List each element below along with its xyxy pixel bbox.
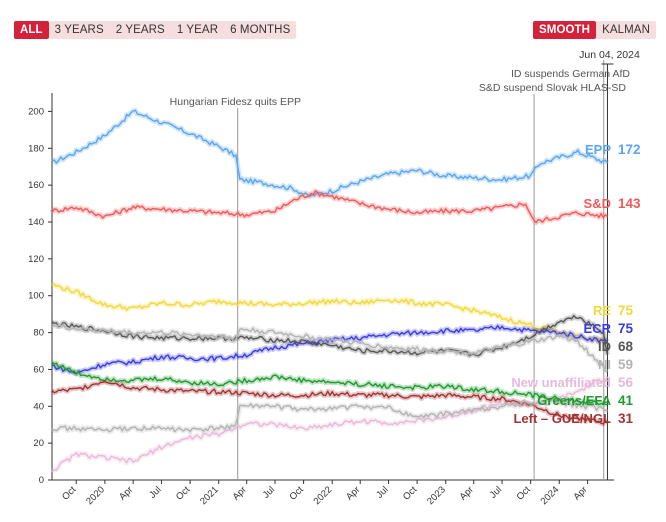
series-line-9 [51, 399, 608, 433]
range-button-3-years[interactable]: 3 YEARS [48, 21, 110, 39]
y-tick-label: 60 [33, 364, 44, 375]
range-button-1-year[interactable]: 1 YEAR [170, 21, 225, 39]
mode-selector: SMOOTH KALMAN [533, 21, 656, 39]
series-label: New unaffiliated [511, 375, 611, 390]
x-tick-label: 2024 [539, 484, 562, 507]
x-tick-label: Jul [488, 484, 504, 500]
series-label: Greens/EFA [537, 393, 611, 408]
x-tick-label: Oct [401, 484, 419, 502]
series-label: ID [598, 339, 611, 354]
annotation-hlas: S&D suspend Slovak HLAS-SD [479, 82, 626, 94]
series-line-2 [51, 283, 608, 344]
x-tick-label: Apr [231, 484, 249, 502]
series-line-0 [51, 109, 609, 197]
x-tick-label: 2020 [84, 484, 107, 507]
annotation-afd: ID suspends German AfD [511, 68, 630, 80]
x-tick-label: Oct [174, 484, 192, 502]
series-end-labels: EPP 172 S&D 143 RE 75 ECR 75 ID 68 NI 59 New unaffil… [511, 142, 641, 426]
annotation-fidesz: Hungarian Fidesz quits EPP [170, 96, 301, 108]
y-tick-label: 120 [28, 254, 44, 265]
range-selector: ALL 3 YEARS 2 YEARS 1 YEAR 6 MONTHS [14, 21, 297, 39]
mode-button-kalman[interactable]: KALMAN [596, 21, 656, 39]
y-tick-label: 200 [28, 106, 44, 117]
x-tick-label: Oct [515, 484, 533, 502]
series-value: 75 [618, 303, 634, 318]
y-tick-label: 140 [28, 217, 44, 228]
y-tick-label: 0 [39, 475, 44, 486]
mode-button-smooth[interactable]: SMOOTH [533, 21, 597, 39]
series-value: 59 [618, 357, 633, 372]
y-tick-label: 180 [28, 143, 44, 154]
series-line-4 [51, 314, 609, 357]
series-label: ECR [584, 321, 612, 336]
series-line-7 [51, 361, 608, 406]
series-line-8 [51, 380, 608, 425]
series-label: S&D [584, 196, 611, 211]
range-button-6-months[interactable]: 6 MONTHS [224, 21, 297, 39]
x-tick-label: Jul [374, 484, 390, 500]
series-value: 31 [618, 411, 634, 426]
series-line-1 [51, 190, 608, 224]
series-line-5 [51, 324, 608, 372]
y-tick-label: 40 [33, 401, 44, 412]
series-label: Left – GUE/NGL [513, 411, 611, 426]
x-tick-label: Apr [458, 484, 476, 502]
range-button-2-years[interactable]: 2 YEARS [109, 21, 171, 39]
series-value: 56 [618, 375, 634, 390]
y-tick-label: 20 [33, 438, 44, 449]
series-band-0 [50, 107, 610, 199]
series-label: EPP [585, 142, 611, 157]
x-tick-label: 2023 [425, 484, 448, 507]
x-tick-label: 2021 [198, 484, 221, 507]
series-line-6 [51, 376, 609, 473]
series-value: 172 [618, 142, 641, 157]
series-value: 68 [618, 339, 634, 354]
current-date-label: Jun 04, 2024 [579, 49, 640, 61]
series-value: 41 [618, 393, 634, 408]
y-tick-label: 80 [33, 328, 44, 339]
range-button-all[interactable]: ALL [14, 21, 49, 39]
x-tick-label: Apr [571, 484, 589, 502]
series-label: RE [593, 303, 611, 318]
series-label: NI [598, 357, 611, 372]
series-value: 143 [618, 196, 641, 211]
x-tick-label: Jul [261, 484, 277, 500]
x-tick-label: Jul [147, 484, 163, 500]
y-tick-label: 100 [28, 291, 44, 302]
x-tick-label: Oct [60, 484, 78, 502]
x-tick-label: Oct [288, 484, 306, 502]
series-line-3 [51, 325, 608, 375]
x-tick-label: Apr [117, 484, 135, 502]
series-value: 75 [618, 321, 634, 336]
x-tick-label: Apr [344, 484, 362, 502]
series-lines [49, 107, 610, 474]
x-tick-label: 2022 [312, 484, 335, 507]
y-tick-label: 160 [28, 180, 44, 191]
